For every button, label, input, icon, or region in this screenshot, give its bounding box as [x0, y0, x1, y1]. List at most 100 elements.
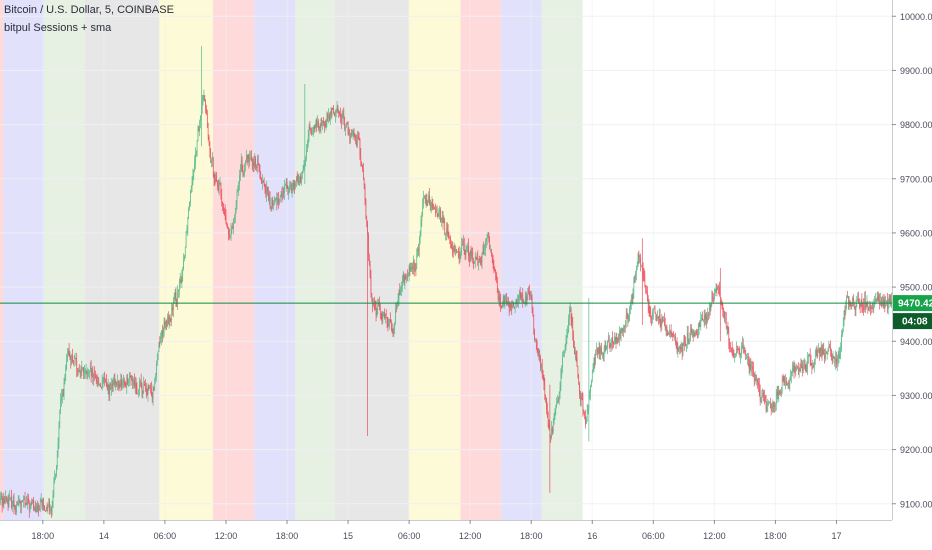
candle-body [315, 120, 317, 125]
candle-body [508, 305, 510, 309]
candle-body [468, 245, 469, 257]
candle-body [503, 296, 505, 304]
candle-body [433, 205, 435, 208]
candle-body [708, 314, 709, 315]
candle-body [240, 160, 242, 168]
candle-body [512, 303, 513, 308]
candle-body [664, 319, 665, 323]
x-tick-label: 15 [343, 531, 353, 541]
candle-body [669, 331, 670, 335]
candle-body [370, 277, 372, 294]
candle-body [287, 188, 289, 193]
candle-body [421, 216, 423, 221]
candle-body [747, 356, 749, 363]
candle-body [582, 398, 584, 410]
candle-body [142, 392, 144, 395]
candle-body [84, 371, 85, 374]
candle-body [543, 375, 545, 386]
candle-body [739, 353, 741, 357]
candle-body [394, 322, 395, 328]
candle-body [28, 497, 29, 503]
candle-body [565, 342, 567, 347]
candle-body [614, 339, 615, 345]
candle-body [374, 304, 376, 309]
candle-body [20, 503, 22, 506]
candle-body [436, 211, 438, 215]
candle-body [843, 311, 845, 322]
candle-body [690, 328, 691, 339]
candle-body [301, 176, 302, 184]
candle-body [375, 308, 377, 315]
candle-body [85, 370, 87, 372]
candle-body [519, 291, 520, 296]
candle-body [246, 156, 247, 163]
candle-body [452, 247, 453, 251]
candle-body [148, 385, 150, 389]
candle-body [506, 299, 507, 305]
candle-body [747, 356, 748, 358]
current-price-label: 9470.42 [898, 299, 932, 310]
candle-body [473, 261, 474, 264]
candle-body [408, 267, 410, 275]
session-band [84, 0, 160, 520]
candle-body [1, 495, 3, 505]
candle-body [99, 384, 100, 386]
candle-body [735, 353, 736, 356]
candle-body [647, 300, 649, 307]
candle-body [108, 384, 110, 395]
candle-body [689, 338, 691, 340]
candle-body [17, 504, 18, 506]
candle-body [50, 509, 51, 511]
candle-body [391, 322, 392, 328]
candle-body [296, 177, 297, 183]
candle-body [812, 366, 814, 369]
candle-body [595, 350, 596, 362]
candle-body [610, 344, 612, 347]
candle-body [589, 393, 591, 399]
candle-body [580, 396, 582, 401]
candle-body [431, 203, 433, 208]
candle-body [336, 106, 338, 112]
candle-body [455, 249, 457, 252]
candle-body [137, 393, 139, 395]
candle-body [254, 158, 256, 167]
candle-body [555, 407, 557, 411]
x-tick-label: 06:00 [154, 531, 177, 541]
candle-body [103, 377, 105, 379]
candle-body [659, 314, 661, 322]
candle-body [206, 109, 207, 114]
candle-body [783, 378, 785, 381]
candle-body [803, 365, 804, 371]
candle-body [363, 178, 365, 188]
price-axis[interactable]: 9100.00 9200.00 9300.00 9400.00 9500.00 9600.… [892, 0, 932, 550]
candle-body [224, 211, 226, 216]
candle-body [811, 364, 813, 369]
candle-body [242, 169, 244, 175]
indicator-legend: bitpul Sessions + sma [4, 22, 112, 34]
candle-body [339, 111, 340, 114]
candle-body [211, 160, 212, 163]
candle-body [698, 323, 700, 330]
candle-body [786, 384, 788, 386]
candle-body [767, 404, 769, 409]
candle-body [628, 320, 630, 323]
candle-body [214, 178, 216, 182]
y-tick-label: 9900.00 [900, 66, 932, 76]
candle-body [272, 200, 273, 206]
candle-body [438, 212, 440, 216]
candle-body [269, 196, 271, 207]
candle-body [694, 333, 696, 335]
candle-body [58, 427, 60, 443]
time-axis[interactable]: 18:00 14 06:00 12:00 18:00 15 06:00 12:00 18:00 1… [0, 520, 892, 550]
candle-body [598, 346, 600, 354]
candle-body [718, 286, 719, 288]
candle-body [333, 108, 334, 114]
candle-body [695, 331, 697, 335]
candle-body [712, 296, 713, 298]
candle-body [296, 177, 298, 181]
x-tick-label: 18:00 [276, 531, 299, 541]
candle-body [864, 298, 866, 307]
candle-body [231, 228, 233, 230]
candle-body [72, 355, 73, 362]
